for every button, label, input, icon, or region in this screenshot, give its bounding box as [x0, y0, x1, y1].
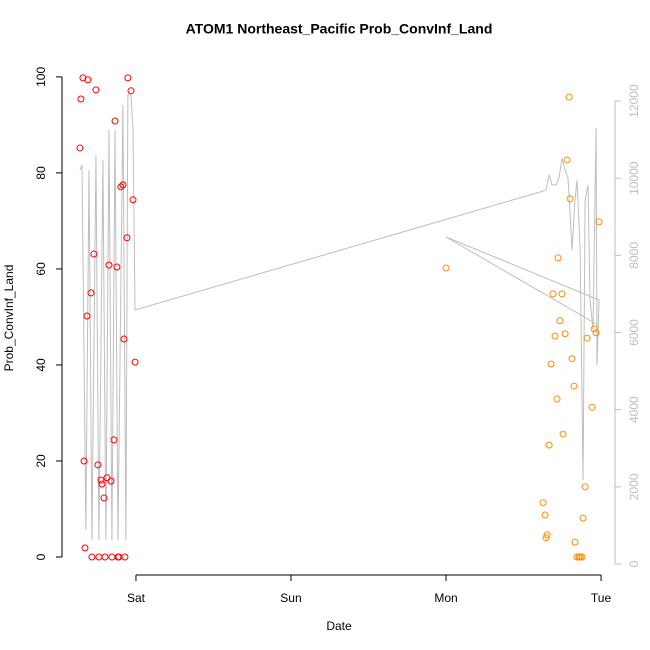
point: [545, 441, 553, 449]
y2-tick-label: 10000: [627, 161, 641, 195]
y2-tick-label: 8000: [627, 242, 641, 269]
point: [565, 93, 573, 101]
y-tick-label: 100: [34, 67, 48, 87]
point: [92, 86, 100, 94]
point: [108, 553, 116, 561]
point: [80, 457, 88, 465]
y-tick-label: 0: [34, 553, 48, 560]
y2-tick-label: 4000: [627, 396, 641, 423]
x-tick-label: Sun: [280, 591, 301, 605]
y2-tick-label: 12000: [627, 84, 641, 118]
point: [595, 218, 603, 226]
point: [107, 477, 115, 485]
point: [119, 181, 127, 189]
y-tick-label: 80: [34, 166, 48, 180]
y2-tick-label: 2000: [627, 473, 641, 500]
point: [578, 553, 586, 561]
point: [97, 476, 105, 484]
point: [113, 263, 121, 271]
point: [95, 553, 103, 561]
y2-tick-label: 0: [627, 560, 641, 567]
point: [541, 511, 549, 519]
point: [592, 329, 600, 337]
point: [571, 538, 579, 546]
point: [588, 403, 596, 411]
point: [111, 117, 119, 125]
point: [549, 290, 557, 298]
y-tick-label: 60: [34, 262, 48, 276]
point: [101, 553, 109, 561]
point: [590, 325, 598, 333]
point: [83, 312, 91, 320]
point: [94, 461, 102, 469]
point: [442, 264, 450, 272]
point: [558, 290, 566, 298]
point: [561, 330, 569, 338]
point: [121, 553, 129, 561]
point: [543, 531, 551, 539]
point: [76, 144, 84, 152]
point: [88, 553, 96, 561]
point: [579, 514, 587, 522]
point: [100, 494, 108, 502]
x-tick-label: Mon: [434, 591, 457, 605]
y-tick-label: 20: [34, 454, 48, 468]
x-tick-label: Tue: [591, 591, 612, 605]
point: [570, 382, 578, 390]
y2-tick-label: 6000: [627, 319, 641, 346]
point: [124, 74, 132, 82]
point: [553, 395, 561, 403]
point: [77, 95, 85, 103]
point: [576, 553, 584, 561]
x-tick-label: Sat: [127, 591, 146, 605]
point: [556, 317, 564, 325]
point: [123, 234, 131, 242]
point: [554, 254, 562, 262]
point: [81, 544, 89, 552]
point: [131, 358, 139, 366]
point: [559, 430, 567, 438]
point: [581, 483, 589, 491]
point: [120, 335, 128, 343]
point: [117, 183, 125, 191]
point: [129, 196, 137, 204]
point: [98, 480, 106, 488]
point: [539, 499, 547, 507]
chart-title: ATOM1 Northeast_Pacific Prob_ConvInf_Lan…: [186, 21, 493, 37]
point: [127, 87, 135, 95]
point: [90, 250, 98, 258]
point: [110, 436, 118, 444]
point: [103, 474, 111, 482]
line: [79, 94, 600, 541]
point: [87, 289, 95, 297]
point: [573, 553, 581, 561]
point: [568, 355, 576, 363]
point: [105, 261, 113, 269]
point: [566, 195, 574, 203]
point: [547, 360, 555, 368]
point: [583, 334, 591, 342]
x-axis-label: Date: [326, 619, 352, 633]
y-axis-label: Prob_ConvInf_Land: [2, 265, 16, 372]
point: [551, 332, 559, 340]
y-tick-label: 40: [34, 358, 48, 372]
point: [84, 76, 92, 84]
point: [563, 156, 571, 164]
